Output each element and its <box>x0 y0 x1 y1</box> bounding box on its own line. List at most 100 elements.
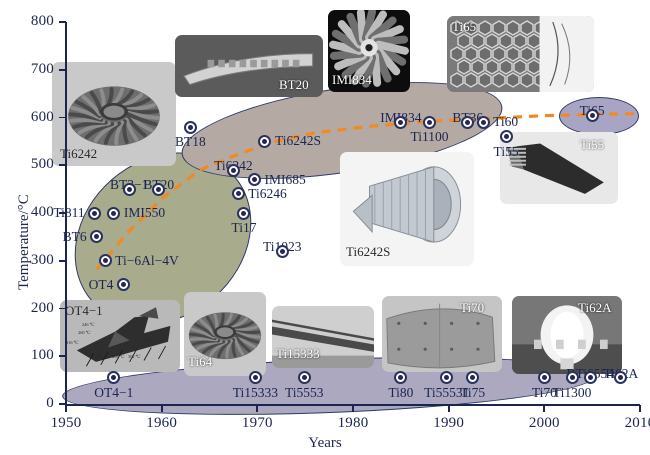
data-point-label: Ti811 <box>53 205 85 220</box>
data-point-label: Ti75 <box>460 384 486 400</box>
y-axis-tick-label: 800 <box>30 13 54 29</box>
data-point[interactable] <box>476 115 490 129</box>
data-point[interactable] <box>275 244 289 258</box>
data-point-label: Ti1300 <box>552 384 592 400</box>
aircraft-temperature-label: 260 ℃ <box>78 330 91 335</box>
imi834-fan-disk-photo: IMI834 <box>328 10 410 92</box>
aircraft-temperature-label: 246 ℃ <box>82 322 95 327</box>
x-axis-tick-label: 1950 <box>50 415 82 431</box>
y-axis-tick <box>59 307 66 310</box>
x-axis <box>66 404 640 406</box>
y-axis-tick <box>59 116 66 119</box>
y-axis-tick-label: 400 <box>30 204 54 220</box>
y-axis-tick <box>59 21 66 23</box>
thumbnail-caption: Ti70 <box>460 300 485 315</box>
data-point[interactable] <box>461 115 475 129</box>
data-point-label: IMI685 <box>264 171 306 187</box>
bt20-blade-photo: BT20 <box>175 35 323 97</box>
data-point[interactable] <box>226 163 240 177</box>
aircraft-temperature-label: 302 ℃ <box>96 354 109 359</box>
y-axis-tick <box>59 212 66 214</box>
data-point[interactable] <box>247 173 261 187</box>
data-point[interactable] <box>248 371 262 385</box>
y-axis-tick <box>59 355 66 358</box>
data-point[interactable] <box>107 206 121 220</box>
ti70-hull-photo: Ti70 <box>382 296 502 372</box>
data-point[interactable] <box>440 371 454 385</box>
data-point[interactable] <box>466 371 480 385</box>
thumbnail-caption: IMI834 <box>332 72 372 87</box>
data-point-label: Ti15333 <box>232 384 279 400</box>
data-point[interactable] <box>499 130 513 144</box>
y-axis-tick-label: 0 <box>46 395 54 411</box>
data-point[interactable] <box>107 371 121 385</box>
data-point-label: Ti55531 <box>424 384 470 400</box>
data-point-label: BT6 <box>62 228 87 244</box>
x-axis-tick-label: 1980 <box>337 415 369 431</box>
data-point[interactable] <box>88 206 102 220</box>
x-axis-tick <box>256 405 259 412</box>
ti15333-shaft-photo: Ti15333 <box>272 306 374 368</box>
data-point-label: Ti70 <box>531 384 557 400</box>
data-point[interactable] <box>614 371 628 385</box>
thumbnail-caption: BT20 <box>279 77 309 92</box>
data-point[interactable] <box>152 182 166 196</box>
data-point-label: Ti5553 <box>284 384 324 400</box>
data-point[interactable] <box>98 254 112 268</box>
aircraft-temperature-label: 246 ℃ <box>142 338 155 343</box>
ti64-impeller-photo: Ti64 <box>184 292 266 376</box>
data-point-label: IMI550 <box>123 205 166 220</box>
y-axis-tick-label: 200 <box>30 299 54 316</box>
x-axis-tick-label: 1960 <box>146 415 178 431</box>
y-axis-tick <box>59 164 66 167</box>
data-point[interactable] <box>394 371 408 385</box>
data-point-label: Ti80 <box>388 384 414 400</box>
y-axis-tick-label: 500 <box>30 156 54 173</box>
y-axis-tick-label: 300 <box>30 251 54 268</box>
aircraft-temperature-label: 288 ℃ <box>112 354 125 359</box>
x-axis-tick <box>543 405 546 412</box>
data-point[interactable] <box>297 371 311 385</box>
data-point[interactable] <box>537 371 551 385</box>
data-point[interactable] <box>583 371 597 385</box>
data-point-label: OT4−1 <box>94 384 134 400</box>
thumbnail-caption: Ti62A <box>578 300 612 315</box>
x-axis-tick-label: 2000 <box>528 415 560 431</box>
x-axis-title: Years <box>308 435 342 451</box>
data-point-label: Ti6246 <box>248 185 287 201</box>
y-axis-tick-label: 100 <box>30 347 54 364</box>
aircraft-temperature-label: 316 ℃ <box>66 340 79 345</box>
thumbnail-caption: Ti64 <box>188 354 213 369</box>
data-point-label: Ti6242 <box>0 159 558 173</box>
thumbnail-caption: OT4−1 <box>65 303 103 318</box>
x-axis-tick <box>447 405 450 412</box>
y-axis-tick <box>59 68 66 71</box>
x-axis-tick <box>639 405 641 412</box>
data-point-label: Ti17 <box>231 220 257 235</box>
data-point[interactable] <box>116 278 130 292</box>
data-point[interactable] <box>423 115 437 129</box>
aircraft-temperature-label: 302 ℃ <box>128 354 141 359</box>
x-axis-tick-label: 2010 <box>624 415 650 431</box>
y-axis-tick-label: 600 <box>30 108 54 125</box>
data-point[interactable] <box>565 371 579 385</box>
data-point[interactable] <box>122 182 136 196</box>
y-axis-tick-label: 700 <box>30 60 54 77</box>
thumbnail-caption: Ti65 <box>452 19 477 34</box>
data-point[interactable] <box>585 108 599 122</box>
ot4-1-aircraft-diagram: OT4−1 246 ℃ 260 ℃ 316 ℃ 302 ℃ 288 ℃ 302 ℃ 246 ℃ <box>60 300 180 372</box>
ti62a-vessel-photo: Ti62A <box>512 296 622 374</box>
data-point-label: Ti−6Al−4V <box>115 252 179 268</box>
thumbnail-caption: Ti6242 <box>60 146 98 161</box>
x-axis-tick-label: 1990 <box>433 415 465 431</box>
data-point-label: Ti1023 <box>0 240 607 254</box>
x-axis-tick <box>352 405 354 412</box>
data-point-label: Ti55 <box>493 143 519 159</box>
data-point[interactable] <box>237 206 251 220</box>
data-point[interactable] <box>183 120 197 134</box>
ti65-honeycomb-photo: Ti65 <box>447 16 594 92</box>
x-axis-tick <box>65 405 67 412</box>
thumbnail-caption: Ti15333 <box>276 346 320 361</box>
x-axis-tick <box>160 405 163 412</box>
